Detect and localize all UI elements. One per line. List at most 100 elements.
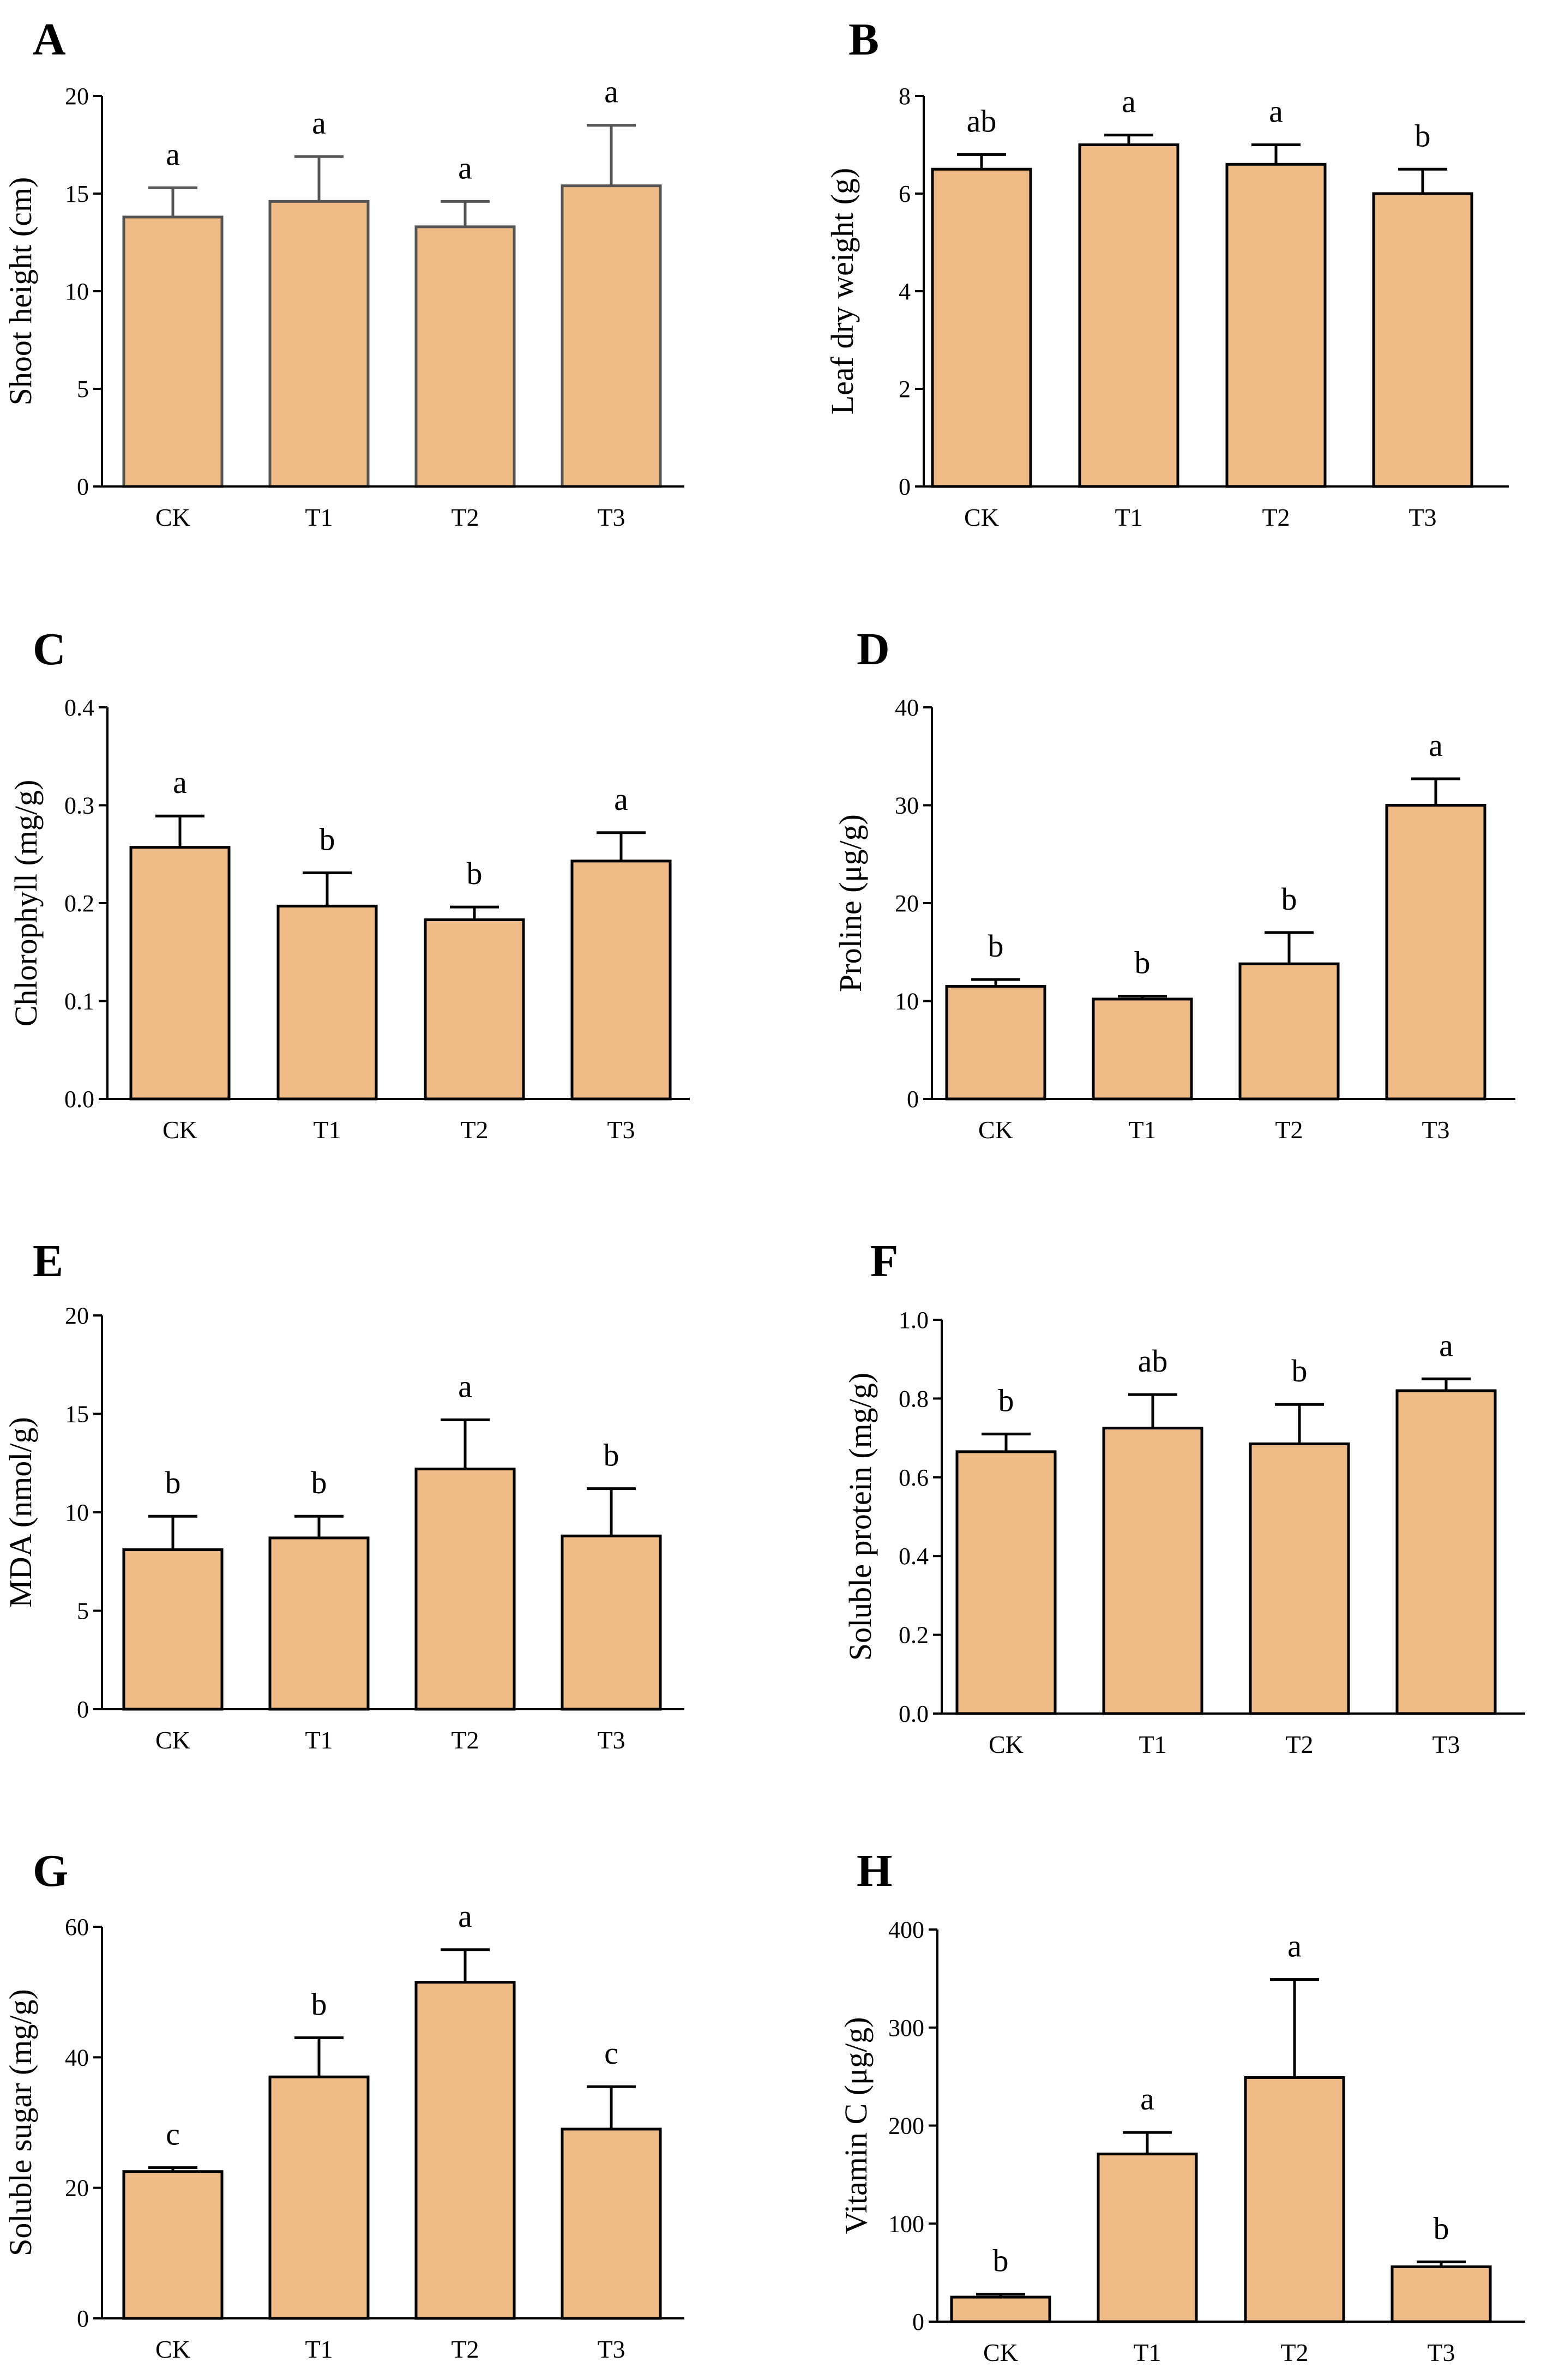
category-label-b-t2: T2	[1262, 503, 1290, 531]
bar-b-t3	[1372, 192, 1473, 488]
panel-d: Db CK b T1 b T2 a T3 0 10 20 30 40 Proline (μg/g)	[833, 624, 1515, 1144]
category-label-b-t3: T3	[1408, 503, 1436, 531]
bar-f-t1	[1102, 1427, 1203, 1715]
category-label-d-t2: T2	[1275, 1116, 1303, 1144]
significance-label-d-t3: a	[1429, 728, 1443, 763]
y-tick-label-d-1: 10	[895, 988, 919, 1015]
panel-letter-d: D	[857, 624, 890, 675]
y-axis-title-h: Vitamin C (μg/g)	[838, 2017, 874, 2234]
y-tick-label-e-0: 0	[77, 1696, 89, 1723]
category-label-a-t2: T2	[451, 503, 479, 531]
category-label-e-t1: T1	[305, 1726, 333, 1754]
y-tick-label-d-2: 20	[895, 890, 919, 917]
category-label-b-ck: CK	[964, 503, 999, 531]
y-tick-label-h-2: 200	[888, 2113, 924, 2139]
category-label-g-t1: T1	[305, 2335, 333, 2363]
category-label-c-t3: T3	[607, 1116, 635, 1144]
y-tick-label-d-0: 0	[907, 1086, 919, 1113]
bar-f-ck	[955, 1450, 1057, 1715]
significance-label-a-t3: a	[604, 74, 618, 110]
bar-g-ck	[122, 2170, 224, 2320]
bar-a-ck	[122, 215, 224, 488]
y-tick-label-h-1: 100	[888, 2210, 924, 2237]
bar-g-t2	[414, 1981, 516, 2320]
significance-label-h-t2: a	[1287, 1928, 1302, 1964]
category-label-h-t2: T2	[1280, 2339, 1308, 2366]
y-tick-label-b-1: 2	[899, 376, 911, 402]
significance-label-c-ck: a	[173, 765, 187, 800]
significance-label-c-t3: a	[614, 782, 628, 817]
significance-label-f-t3: a	[1439, 1327, 1453, 1363]
y-tick-label-e-1: 5	[77, 1598, 89, 1625]
category-label-c-ck: CK	[162, 1116, 197, 1144]
category-label-h-t3: T3	[1427, 2339, 1455, 2366]
category-label-a-t3: T3	[597, 503, 625, 531]
panel-b: Bab CK a T1 a T2 b T3 0 2 4 6 8 Leaf dry weight (g)	[824, 14, 1509, 531]
bar-g-t1	[268, 2075, 370, 2320]
y-tick-label-f-0: 0.0	[899, 1700, 929, 1727]
bar-a-t3	[561, 184, 662, 488]
y-tick-label-b-2: 4	[899, 278, 911, 305]
significance-label-e-ck: b	[165, 1465, 181, 1500]
y-tick-label-c-0: 0.0	[64, 1086, 94, 1113]
category-label-a-ck: CK	[155, 503, 190, 531]
category-label-h-t1: T1	[1133, 2339, 1161, 2366]
y-tick-label-d-3: 30	[895, 792, 919, 819]
category-label-g-t2: T2	[451, 2335, 479, 2363]
y-tick-label-c-4: 0.4	[64, 694, 94, 721]
significance-label-e-t3: b	[604, 1438, 619, 1473]
significance-label-b-ck: ab	[967, 103, 997, 139]
significance-label-d-t1: b	[1135, 945, 1151, 981]
significance-label-b-t3: b	[1415, 118, 1431, 153]
y-tick-label-h-4: 400	[888, 1916, 924, 1943]
significance-label-c-t2: b	[467, 856, 483, 891]
y-tick-label-c-3: 0.3	[64, 792, 94, 819]
y-tick-label-a-3: 15	[65, 181, 89, 207]
category-label-c-t2: T2	[460, 1116, 488, 1144]
y-axis-title-b: Leaf dry weight (g)	[824, 168, 860, 415]
bar-c-t1	[276, 904, 378, 1101]
bar-b-t2	[1225, 163, 1327, 488]
y-tick-label-e-4: 20	[65, 1302, 89, 1329]
y-tick-label-c-2: 0.2	[64, 890, 94, 917]
panel-f: Fb CK ab T1 b T2 a T3 0.0 0.2 0.4 0.6 0.8 1.0 Soluble …	[842, 1236, 1525, 1758]
significance-label-c-t1: b	[320, 821, 335, 857]
bar-d-t1	[1092, 997, 1193, 1101]
category-label-d-ck: CK	[978, 1116, 1013, 1144]
significance-label-g-t3: c	[604, 2035, 618, 2071]
bar-b-ck	[931, 167, 1032, 488]
y-tick-label-c-1: 0.1	[64, 988, 94, 1015]
bar-d-ck	[945, 985, 1046, 1101]
y-tick-label-d-4: 40	[895, 694, 919, 721]
y-axis-title-g: Soluble sugar (mg/g)	[3, 1989, 38, 2256]
y-tick-label-a-1: 5	[77, 376, 89, 402]
category-label-e-ck: CK	[155, 1726, 190, 1754]
bar-d-t2	[1238, 962, 1340, 1101]
y-axis-title-a: Shoot height (cm)	[3, 177, 38, 406]
panel-c: Ca CK b T1 b T2 a T3 0.0 0.1 0.2 0.3 0.4 Chlorophyll …	[8, 624, 690, 1144]
significance-label-b-t2: a	[1269, 94, 1283, 129]
y-tick-label-f-5: 1.0	[899, 1307, 929, 1333]
category-label-c-t1: T1	[313, 1116, 341, 1144]
category-label-g-ck: CK	[155, 2335, 190, 2363]
category-label-d-t1: T1	[1128, 1116, 1156, 1144]
y-tick-label-g-1: 20	[65, 2175, 89, 2202]
category-label-f-t1: T1	[1139, 1730, 1166, 1758]
significance-label-e-t2: a	[458, 1368, 472, 1404]
category-label-f-t3: T3	[1432, 1730, 1460, 1758]
significance-label-a-t1: a	[312, 105, 326, 141]
bar-a-t2	[414, 225, 516, 488]
significance-label-h-t3: b	[1434, 2210, 1449, 2246]
y-tick-label-f-4: 0.8	[899, 1385, 929, 1412]
y-axis-title-e: MDA (nmol/g)	[3, 1417, 38, 1608]
y-tick-label-f-3: 0.6	[899, 1464, 929, 1491]
significance-label-g-ck: c	[166, 2117, 180, 2152]
category-label-d-t3: T3	[1422, 1116, 1449, 1144]
bar-b-t1	[1078, 143, 1179, 488]
bar-e-t3	[561, 1534, 662, 1711]
y-tick-label-e-3: 15	[65, 1401, 89, 1428]
panel-letter-b: B	[848, 14, 879, 65]
category-label-h-ck: CK	[983, 2339, 1018, 2366]
